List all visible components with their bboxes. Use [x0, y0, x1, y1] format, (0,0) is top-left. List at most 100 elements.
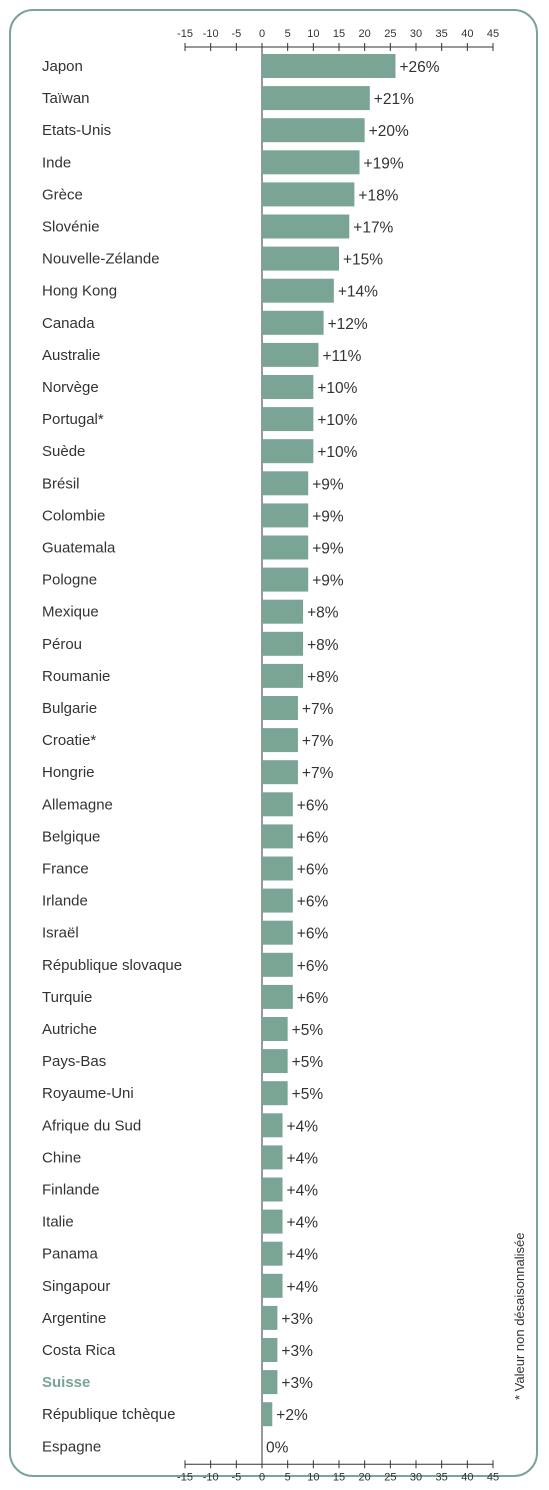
bar [262, 375, 314, 399]
category-label: Norvège [42, 379, 99, 396]
value-label: +9% [312, 541, 344, 558]
category-label: France [42, 861, 89, 878]
bottom-tick-label: 5 [285, 1471, 291, 1483]
value-label: 0% [266, 1439, 289, 1456]
value-label: +3% [281, 1375, 313, 1392]
value-label: +10% [317, 444, 357, 461]
bar [262, 535, 309, 560]
bottom-tick-label: 40 [461, 1471, 473, 1483]
value-label: +2% [276, 1407, 308, 1424]
category-label: Hongrie [42, 764, 95, 781]
bar [262, 856, 293, 881]
bar [262, 1209, 283, 1234]
value-label: +10% [317, 412, 357, 429]
category-label: Pays-Bas [42, 1053, 106, 1070]
bottom-tick-label: -10 [203, 1471, 219, 1483]
bottom-tick-label: -5 [231, 1471, 241, 1483]
bottom-tick-label: 35 [436, 1471, 448, 1483]
bar [262, 1402, 273, 1427]
value-label: +5% [292, 1086, 324, 1103]
value-label: +6% [297, 797, 329, 814]
value-label: +5% [292, 1022, 324, 1039]
value-label: +7% [302, 701, 334, 718]
bar [262, 278, 334, 303]
top-tick-label: -10 [203, 28, 219, 40]
category-label: Afrique du Sud [42, 1117, 141, 1134]
category-label: Brésil [42, 475, 80, 492]
category-label: Canada [42, 315, 95, 332]
value-label: +20% [369, 123, 409, 140]
value-label: +4% [287, 1118, 319, 1135]
top-tick-label: 20 [359, 28, 371, 40]
category-label: Colombie [42, 507, 105, 524]
top-tick-label: 0 [259, 28, 265, 40]
value-label: +8% [307, 605, 339, 622]
value-label: +8% [307, 637, 339, 654]
value-label: +4% [287, 1215, 319, 1232]
bar [262, 1145, 283, 1170]
value-label: +11% [322, 348, 361, 365]
bar [262, 214, 350, 239]
category-label: Autriche [42, 1021, 97, 1038]
category-label: Suède [42, 443, 85, 460]
bar [262, 1273, 283, 1298]
bar [262, 1017, 288, 1041]
top-tick-label: 40 [461, 28, 473, 40]
bar [262, 952, 293, 977]
category-label: Mexique [42, 604, 99, 621]
bar [262, 86, 370, 111]
value-label: +9% [312, 573, 344, 590]
bar [262, 888, 293, 913]
value-label: +5% [292, 1054, 324, 1071]
bottom-tick-label: 45 [487, 1471, 499, 1483]
bar [262, 920, 293, 945]
bar [262, 1081, 288, 1106]
category-label: République tchèque [42, 1406, 175, 1423]
category-label: Etats-Unis [42, 122, 111, 139]
category-label: République slovaque [42, 957, 182, 974]
category-label: Royaume-Uni [42, 1085, 134, 1102]
bar [262, 728, 298, 753]
bar [262, 1241, 283, 1266]
category-label: Portugal* [42, 411, 104, 428]
value-label: +19% [364, 155, 404, 172]
bottom-tick-label: 20 [359, 1471, 371, 1483]
category-label: Bulgarie [42, 700, 97, 717]
footnote-text: * Valeur non désaisonnalisée [512, 1232, 527, 1400]
value-label: +4% [287, 1279, 319, 1296]
top-tick-label: 25 [384, 28, 396, 40]
value-label: +10% [317, 380, 357, 397]
category-label: Irlande [42, 893, 88, 910]
value-label: +17% [353, 220, 393, 237]
category-label: Nouvelle-Zélande [42, 251, 160, 268]
bottom-tick-label: -15 [177, 1471, 193, 1483]
category-label: Singapour [42, 1278, 110, 1295]
value-label: +18% [358, 187, 398, 204]
category-label: Italie [42, 1214, 74, 1231]
bottom-tick-label: 15 [333, 1471, 345, 1483]
category-label: Panama [42, 1246, 99, 1263]
top-tick-label: 5 [285, 28, 291, 40]
top-tick-label: 10 [307, 28, 319, 40]
value-label: +6% [297, 958, 329, 975]
bar [262, 631, 304, 656]
bar [262, 1049, 288, 1074]
value-label: +9% [312, 508, 344, 525]
category-label: Inde [42, 154, 71, 171]
category-label: Roumanie [42, 668, 110, 685]
value-label: +6% [297, 894, 329, 911]
value-label: +3% [281, 1311, 313, 1328]
value-label: +9% [312, 476, 344, 493]
bar [262, 439, 314, 464]
bottom-tick-label: 10 [307, 1471, 319, 1483]
value-label: +6% [297, 862, 329, 879]
category-label: Pérou [42, 636, 82, 653]
value-label: +4% [287, 1150, 319, 1167]
bar [262, 310, 324, 335]
top-tick-label: 30 [410, 28, 422, 40]
bar [262, 1305, 278, 1330]
category-label: Slovénie [42, 219, 100, 236]
value-label: +7% [302, 733, 334, 750]
category-label: Taïwan [42, 90, 90, 107]
category-label: Costa Rica [42, 1342, 116, 1359]
